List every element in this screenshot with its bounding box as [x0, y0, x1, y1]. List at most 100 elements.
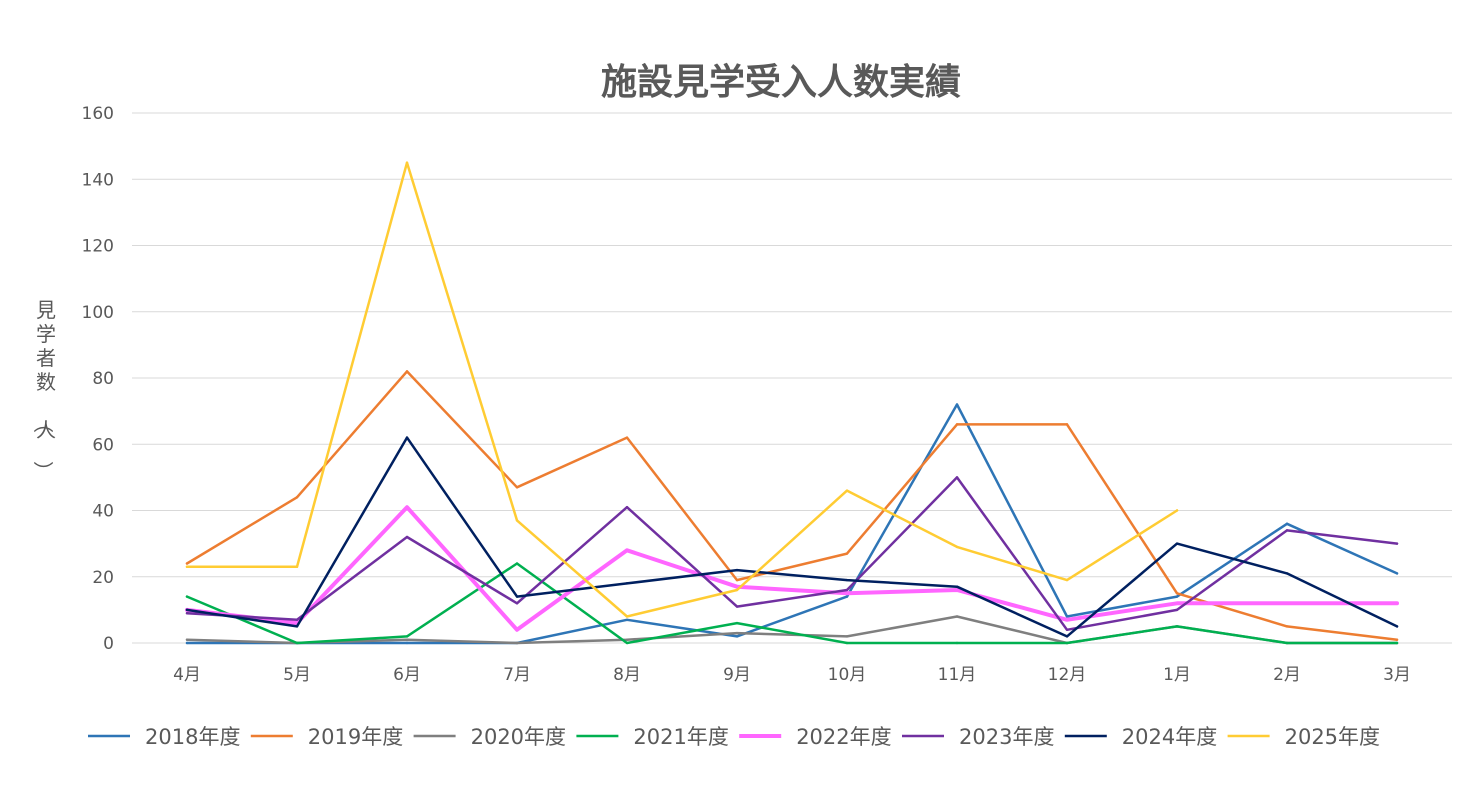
- series-line: [185, 370, 1399, 641]
- x-axis-ticks: 4月 5月 6月 7月 8月 9月 10月 11月 12月 1月 2月 3月: [173, 665, 1411, 685]
- data-point: [1175, 595, 1179, 598]
- data-point: [1285, 529, 1289, 532]
- y-tick-label: 20: [92, 568, 114, 588]
- data-point: [405, 370, 409, 373]
- y-tick-label: 100: [82, 303, 114, 323]
- y-tick-label: 140: [82, 170, 114, 190]
- data-point: [955, 476, 959, 479]
- data-point: [845, 578, 849, 582]
- data-point: [625, 641, 629, 645]
- data-point: [955, 423, 959, 426]
- legend-item: 2023年度: [902, 725, 1054, 749]
- data-point: [405, 161, 409, 164]
- legend-label: 2025年度: [1285, 725, 1380, 749]
- data-point: [1175, 509, 1179, 512]
- series-2023年度: [185, 476, 1399, 632]
- data-point: [955, 588, 959, 592]
- data-point: [1065, 635, 1069, 638]
- data-point: [1395, 638, 1399, 641]
- legend-item: 2022年度: [739, 725, 892, 749]
- data-point: [1065, 618, 1069, 622]
- y-axis-ticks: 0 20 40 60 80 100 120 140 160: [82, 104, 114, 654]
- data-point: [405, 641, 409, 645]
- x-tick-label: 2月: [1273, 665, 1301, 685]
- data-point: [955, 403, 959, 406]
- data-point: [955, 615, 959, 618]
- x-tick-label: 4月: [173, 665, 201, 685]
- data-point: [1065, 615, 1069, 618]
- legend-item: 2019年度: [250, 725, 403, 749]
- x-tick-label: 5月: [283, 665, 311, 685]
- data-point: [1175, 625, 1179, 628]
- x-tick-label: 7月: [503, 665, 531, 685]
- data-point: [1175, 602, 1179, 605]
- data-point: [405, 638, 409, 641]
- data-point: [735, 568, 739, 572]
- data-point: [625, 615, 629, 618]
- series-lines: [185, 161, 1399, 645]
- x-tick-label: 3月: [1383, 665, 1411, 685]
- legend-label: 2022年度: [796, 725, 891, 749]
- x-tick-label: 6月: [393, 665, 421, 685]
- legend-label: 2018年度: [145, 725, 240, 749]
- data-point: [845, 595, 849, 598]
- series-2019年度: [185, 370, 1399, 641]
- y-tick-label: 120: [82, 237, 114, 257]
- data-point: [1285, 602, 1289, 605]
- data-point: [1395, 572, 1399, 575]
- series-2018年度: [185, 403, 1399, 645]
- data-point: [625, 618, 629, 622]
- data-point: [1175, 608, 1179, 612]
- data-point: [1285, 522, 1289, 525]
- legend-label: 2024年度: [1122, 725, 1217, 749]
- data-point: [185, 611, 189, 615]
- data-point: [625, 505, 629, 509]
- legend: 2018年度 2019年度 2020年度 2021年度 2022年度 2023年度 2024…: [88, 725, 1380, 749]
- data-point: [515, 519, 519, 522]
- series-2024年度: [185, 436, 1399, 638]
- data-point: [845, 552, 849, 555]
- data-point: [295, 496, 299, 499]
- series-line: [185, 562, 1399, 645]
- data-point: [185, 565, 189, 569]
- legend-label: 2023年度: [959, 725, 1054, 749]
- data-point: [1065, 578, 1069, 582]
- data-point: [1285, 641, 1289, 645]
- data-point: [1285, 625, 1289, 628]
- y-tick-label: 40: [92, 502, 114, 522]
- legend-item: 2021年度: [576, 725, 729, 749]
- series-2022年度: [185, 505, 1399, 632]
- data-point: [735, 631, 739, 635]
- data-point: [515, 486, 519, 489]
- series-2025年度: [185, 161, 1179, 618]
- legend-item: 2020年度: [413, 725, 566, 749]
- legend-item: 2024年度: [1064, 725, 1217, 749]
- legend-item: 2025年度: [1227, 725, 1380, 749]
- series-line: [185, 505, 1399, 632]
- data-point: [185, 562, 189, 565]
- data-point: [625, 638, 629, 641]
- y-axis-label: 見学者数（人）: [31, 298, 56, 481]
- data-point: [845, 592, 849, 595]
- data-point: [845, 489, 849, 492]
- series-line: [185, 161, 1179, 618]
- series-2021年度: [185, 562, 1399, 645]
- data-point: [735, 621, 739, 625]
- series-line: [185, 403, 1399, 645]
- data-point: [515, 641, 519, 645]
- data-point: [405, 436, 409, 439]
- y-tick-label: 160: [82, 104, 114, 124]
- data-point: [1395, 542, 1399, 545]
- y-axis-title: 見学者数（人）: [31, 298, 56, 481]
- x-tick-label: 12月: [1048, 665, 1087, 685]
- data-point: [1175, 542, 1179, 545]
- y-tick-label: 0: [103, 634, 114, 654]
- legend-label: 2020年度: [471, 725, 566, 749]
- data-point: [845, 641, 849, 645]
- data-point: [515, 628, 519, 631]
- data-point: [955, 545, 959, 549]
- data-point: [735, 585, 739, 588]
- data-point: [405, 535, 409, 539]
- data-point: [185, 641, 189, 645]
